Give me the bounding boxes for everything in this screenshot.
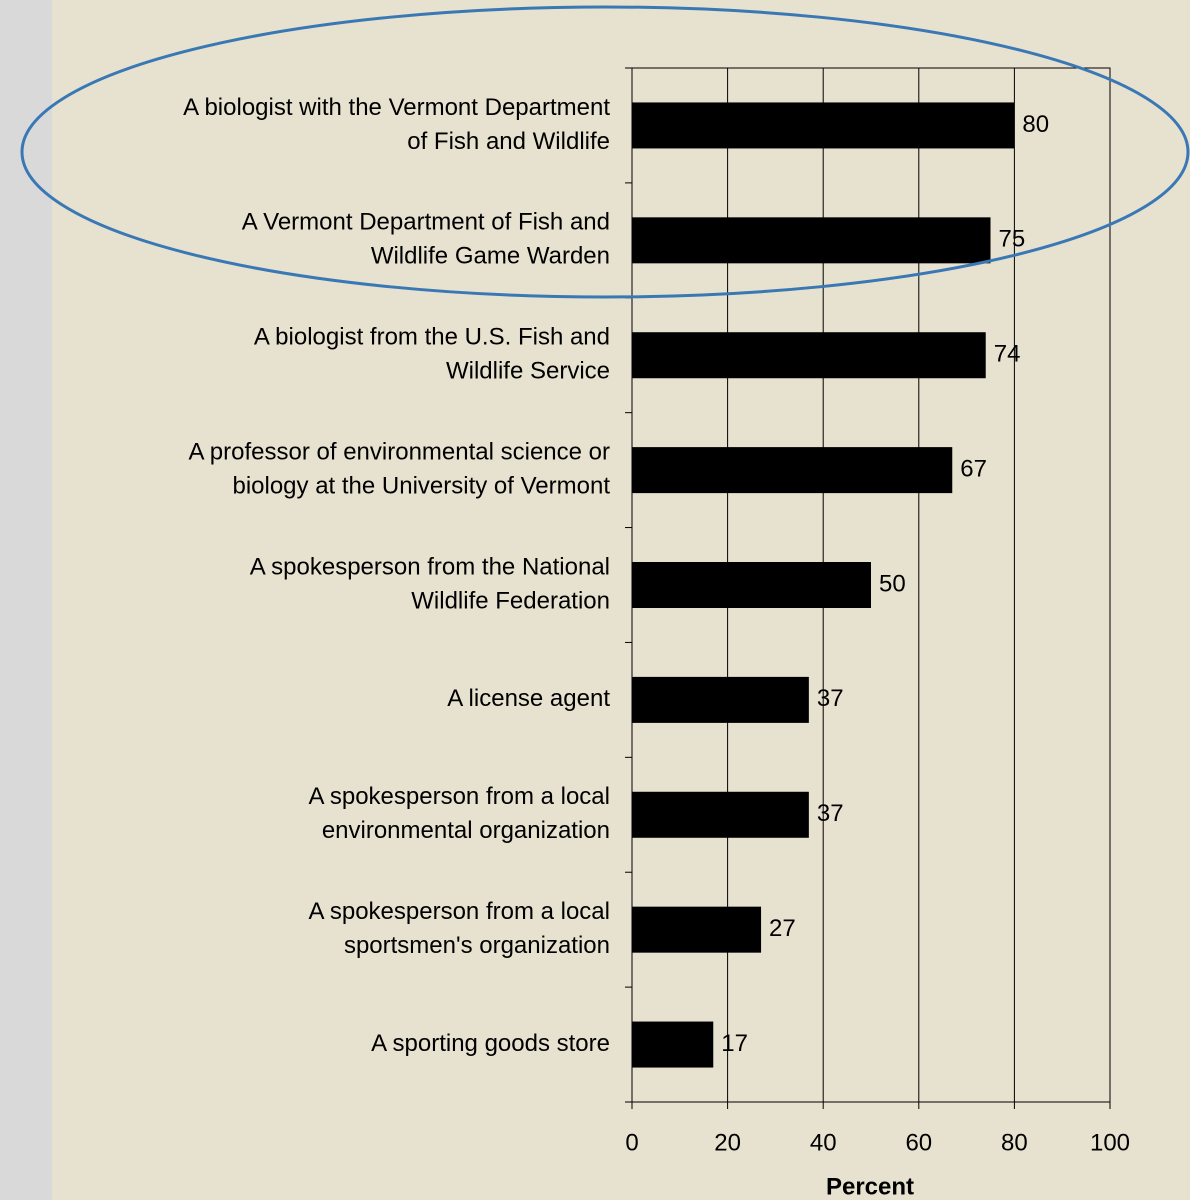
y-tick-label: A biologist from the U.S. Fish and bbox=[254, 324, 610, 351]
value-label: 74 bbox=[994, 341, 1021, 368]
bar bbox=[632, 217, 991, 264]
y-tick-label: biology at the University of Vermont bbox=[232, 472, 610, 499]
bar bbox=[632, 332, 986, 379]
value-label: 17 bbox=[721, 1030, 748, 1057]
y-tick-label: A sporting goods store bbox=[371, 1030, 610, 1057]
bar bbox=[632, 447, 953, 494]
x-tick-label: 0 bbox=[625, 1129, 638, 1156]
x-tick-label: 60 bbox=[905, 1129, 932, 1156]
y-tick-label: Wildlife Service bbox=[446, 358, 610, 385]
y-tick-label: A spokesperson from the National bbox=[250, 553, 610, 580]
x-tick-label: 40 bbox=[810, 1129, 837, 1156]
bar bbox=[632, 1021, 714, 1068]
value-label: 80 bbox=[1022, 111, 1049, 138]
bar bbox=[632, 562, 871, 608]
y-tick-label: environmental organization bbox=[322, 817, 610, 844]
bar bbox=[632, 906, 762, 953]
x-tick-label: 100 bbox=[1090, 1129, 1130, 1156]
bar bbox=[632, 791, 809, 838]
x-axis-title: Percent bbox=[826, 1173, 914, 1200]
side-strip bbox=[0, 0, 52, 1200]
y-tick-label: A professor of environmental science or bbox=[188, 438, 610, 465]
x-tick-label: 20 bbox=[714, 1129, 741, 1156]
value-label: 75 bbox=[999, 226, 1026, 253]
bar bbox=[632, 102, 1015, 149]
value-label: 37 bbox=[817, 800, 844, 827]
value-label: 67 bbox=[960, 455, 987, 482]
y-tick-label: A spokesperson from a local bbox=[309, 783, 611, 810]
bar bbox=[632, 676, 809, 723]
y-tick-label: A biologist with the Vermont Department bbox=[183, 94, 610, 121]
y-tick-label: Wildlife Game Warden bbox=[371, 243, 610, 270]
highlight-ellipse bbox=[20, 5, 1190, 299]
value-label: 50 bbox=[879, 570, 906, 597]
y-tick-label: A Vermont Department of Fish and bbox=[242, 209, 610, 236]
value-label: 37 bbox=[817, 685, 844, 712]
y-tick-label: A spokesperson from a local bbox=[309, 898, 611, 925]
y-tick-label: sportsmen's organization bbox=[344, 932, 610, 959]
y-tick-label: of Fish and Wildlife bbox=[407, 128, 610, 155]
y-tick-label: Wildlife Federation bbox=[411, 587, 610, 614]
x-tick-label: 80 bbox=[1001, 1129, 1028, 1156]
y-tick-label: A license agent bbox=[447, 685, 610, 712]
value-label: 27 bbox=[769, 915, 796, 942]
